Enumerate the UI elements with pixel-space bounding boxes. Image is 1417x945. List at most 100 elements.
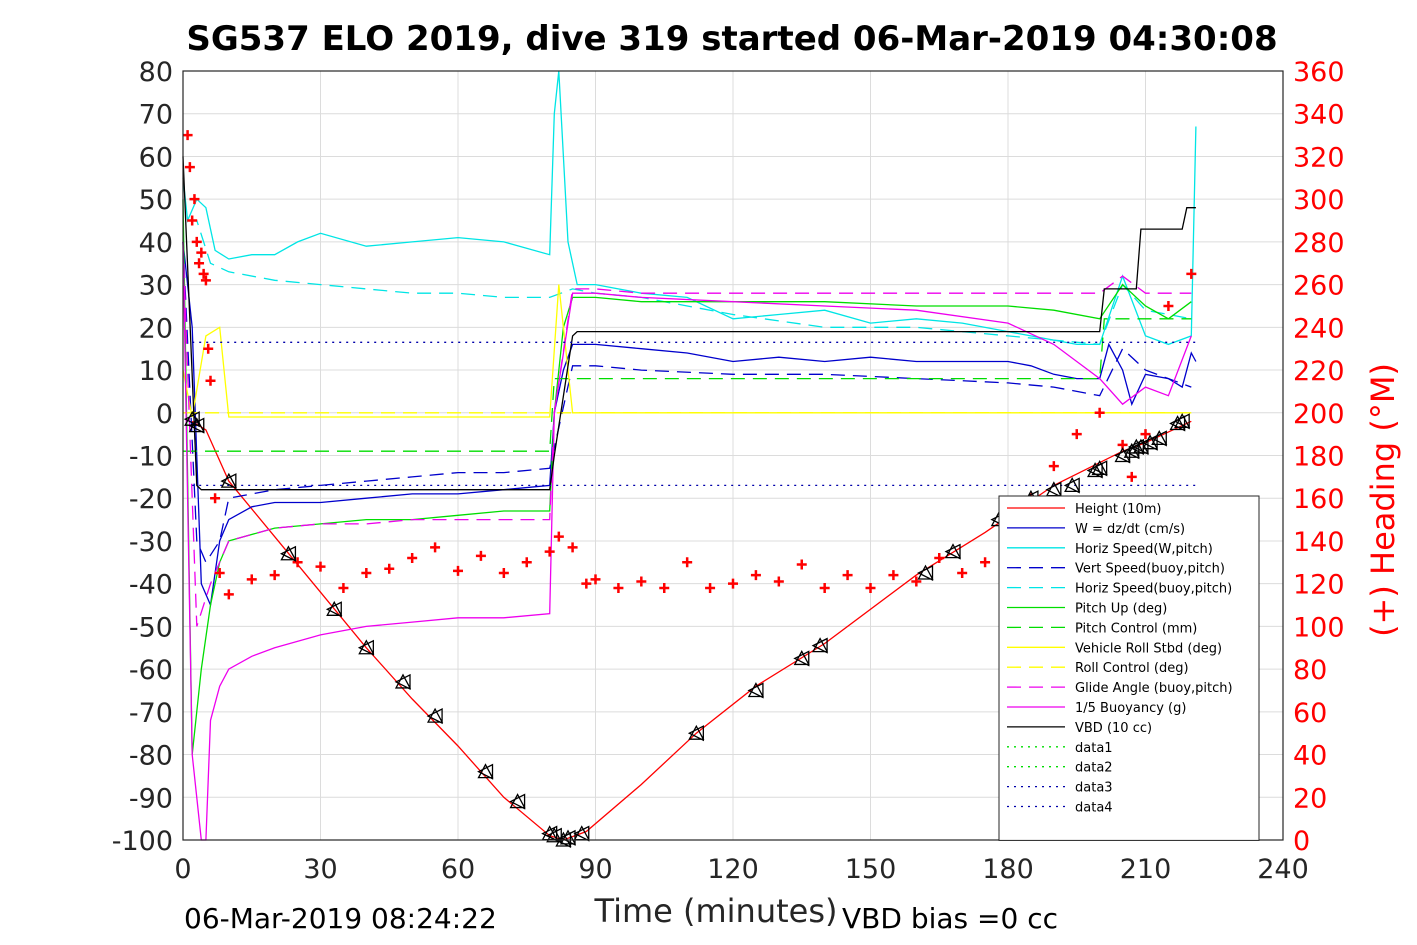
sample-marker — [477, 763, 494, 780]
y-tick-label: 70 — [139, 100, 173, 131]
heading-point — [184, 162, 195, 173]
legend-entry: Height (10m) — [1075, 502, 1161, 517]
legend-entry: Horiz Speed(buoy,pitch) — [1075, 582, 1232, 597]
heading-point — [198, 268, 209, 279]
chart-title: SG537 ELO 2019, dive 319 started 06-Mar-… — [186, 19, 1277, 59]
heading-point — [200, 275, 211, 286]
right-y-tick-label: 160 — [1293, 484, 1345, 515]
heading-point — [475, 550, 486, 561]
right-y-tick-label: 40 — [1293, 741, 1327, 772]
heading-point — [407, 553, 418, 564]
legend-box — [998, 495, 1260, 841]
legend-entry: Pitch Up (deg) — [1075, 602, 1167, 617]
footer-timestamp: 06-Mar-2019 08:24:22 — [184, 902, 497, 935]
y-tick-label: -90 — [129, 783, 173, 814]
legend-entry: Horiz Speed(W,pitch) — [1075, 542, 1213, 557]
y-tick-label: 80 — [139, 57, 173, 88]
heading-point — [338, 582, 349, 593]
legend-entry: Vehicle Roll Stbd (deg) — [1075, 641, 1222, 656]
y-tick-label: -70 — [129, 698, 173, 729]
x-axis-label: Time (minutes) — [594, 892, 838, 930]
right-y-tick-label: 0 — [1293, 826, 1310, 857]
heading-point — [773, 576, 784, 587]
heading-point — [613, 582, 624, 593]
heading-point — [567, 542, 578, 553]
heading-point — [796, 559, 807, 570]
right-y-axis-label: (+) Heading (°M) — [1364, 363, 1402, 637]
right-y-tick-label: 120 — [1293, 570, 1345, 601]
heading-point — [636, 576, 647, 587]
heading-point — [521, 557, 532, 568]
legend-entry: data3 — [1075, 781, 1113, 796]
x-tick-label: 210 — [1120, 854, 1172, 885]
x-tick-label: 150 — [845, 854, 897, 885]
sample-marker — [1091, 459, 1108, 477]
y-tick-label: -50 — [129, 612, 173, 643]
right-y-tick-label: 100 — [1293, 612, 1345, 643]
heading-point — [1186, 268, 1197, 279]
y-tick-label: 60 — [139, 142, 173, 173]
y-tick-label: 50 — [139, 185, 173, 216]
heading-point — [196, 247, 207, 258]
y-tick-label: -100 — [112, 826, 173, 857]
y-tick-label: 10 — [139, 356, 173, 387]
legend-entry: 1/5 Buoyancy (g) — [1075, 701, 1186, 716]
heading-point — [1140, 429, 1151, 440]
series-line-4 — [187, 219, 1192, 346]
sample-marker — [183, 410, 201, 428]
y-tick-label: 20 — [139, 313, 173, 344]
sample-marker — [944, 543, 962, 560]
right-y-tick-label: 200 — [1293, 399, 1345, 430]
x-tick-label: 30 — [303, 854, 337, 885]
heading-point — [957, 567, 968, 578]
right-y-tick-label: 360 — [1293, 57, 1345, 88]
right-y-tick-label: 320 — [1293, 142, 1345, 173]
heading-point — [182, 130, 193, 141]
heading-point — [842, 570, 853, 581]
series-line-11 — [182, 156, 1196, 491]
heading-point — [1163, 300, 1174, 311]
right-y-tick-label: 180 — [1293, 442, 1345, 473]
heading-point — [384, 563, 395, 574]
series-line-1 — [182, 241, 1197, 608]
x-tick-label: 0 — [174, 854, 191, 885]
x-tick-label: 90 — [578, 854, 612, 885]
heading-point — [911, 576, 922, 587]
y-tick-label: -20 — [129, 484, 173, 515]
legend-entry: VBD (10 cc) — [1075, 721, 1152, 736]
y-tick-label: -80 — [129, 741, 173, 772]
heading-point — [246, 574, 257, 585]
heading-point — [205, 375, 216, 386]
sample-marker — [793, 650, 810, 667]
right-y-tick-label: 280 — [1293, 228, 1345, 259]
y-tick-label: -60 — [129, 655, 173, 686]
heading-point — [728, 578, 738, 589]
series-line-6 — [183, 318, 1192, 452]
marker-layer — [183, 410, 1191, 849]
heading-point — [223, 589, 234, 600]
heading-point — [934, 553, 945, 564]
heading-point — [750, 570, 761, 581]
right-y-tick-label: 80 — [1293, 655, 1327, 686]
heading-point — [292, 557, 303, 568]
heading-point — [203, 343, 214, 354]
legend: Height (10m) W = dz/dt (cm/s) Horiz Speed(… — [998, 495, 1260, 841]
y-tick-label: 0 — [156, 399, 173, 430]
legend-entry: W = dz/dt (cm/s) — [1075, 522, 1185, 537]
legend-entry: data4 — [1075, 801, 1113, 816]
heading-point — [1126, 471, 1137, 482]
x-tick-label: 180 — [982, 854, 1034, 885]
heading-point — [659, 582, 670, 593]
heading-point — [187, 215, 198, 226]
plot-area-frame — [182, 70, 1284, 841]
heading-point — [269, 570, 280, 581]
sample-marker — [917, 564, 934, 582]
heading-point — [590, 574, 601, 585]
sample-marker — [325, 600, 343, 618]
sample-marker — [509, 793, 526, 810]
heading-point — [980, 557, 991, 568]
heading-point — [191, 236, 202, 247]
sample-marker — [394, 673, 412, 690]
y-tick-label: -10 — [129, 442, 173, 473]
